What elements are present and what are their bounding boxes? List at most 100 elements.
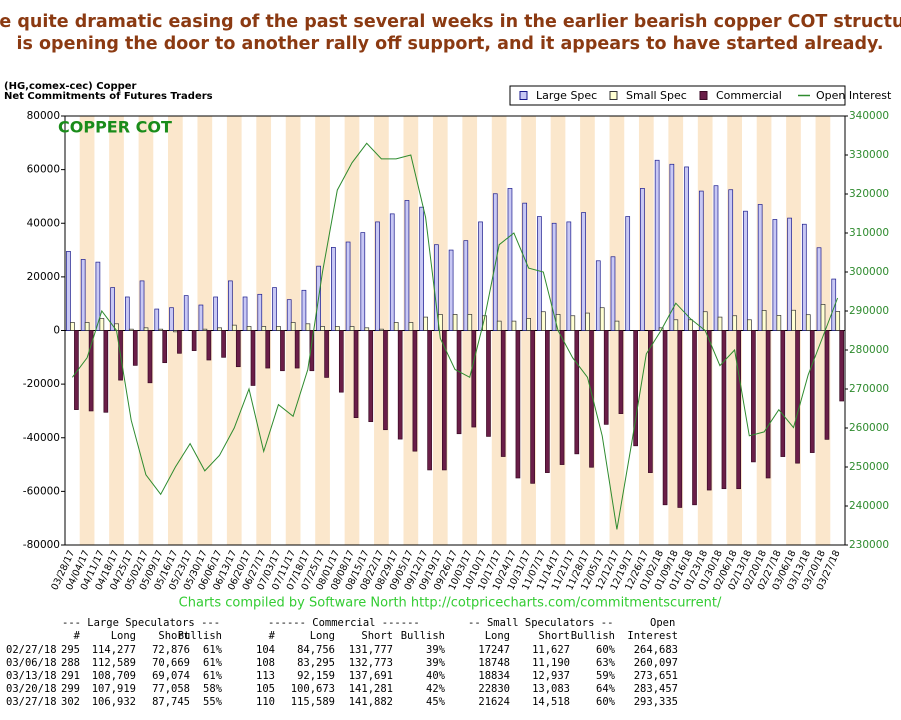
bar <box>191 330 197 351</box>
bar <box>702 311 708 331</box>
bar <box>331 247 336 331</box>
bar <box>566 221 572 331</box>
bar <box>423 316 428 331</box>
bar <box>824 330 830 440</box>
chart-title: (HG,comex-cec) Copper <box>4 81 137 92</box>
table-column-header: # <box>269 630 276 642</box>
y-tick-label: 0 <box>53 325 60 337</box>
legend-box <box>509 85 846 106</box>
annotation: COPPER COT <box>58 118 172 137</box>
legend-swatch <box>519 91 528 100</box>
table-cell: 291 <box>61 670 80 682</box>
bar <box>795 330 800 464</box>
bar <box>272 287 277 331</box>
table-cell: 264,683 <box>634 644 678 656</box>
table-cell: 107,919 <box>92 683 136 695</box>
legend-swatch <box>609 91 618 100</box>
y2-tick-label: 330000 <box>849 149 889 161</box>
bar <box>177 330 182 354</box>
table-cell: 63% <box>596 657 616 669</box>
table-cell: 132,773 <box>349 657 393 669</box>
table-cell: 114,277 <box>92 644 136 656</box>
table-cell: 104 <box>256 644 275 656</box>
bar <box>717 316 723 331</box>
chart-subtitle: Net Commitments of Futures Traders <box>4 91 213 102</box>
bar <box>599 307 605 331</box>
y-tick-label: -20000 <box>23 378 60 390</box>
table-column-header: Short <box>361 630 393 642</box>
bar <box>463 240 469 331</box>
table-cell: 61% <box>203 670 223 682</box>
y2-tick-label: 260000 <box>849 422 889 434</box>
bar <box>640 188 645 331</box>
bar <box>154 308 160 331</box>
bar <box>368 330 374 423</box>
bar <box>706 330 712 491</box>
y-tick-label: 60000 <box>27 164 60 176</box>
bar <box>713 185 719 331</box>
bar <box>515 330 521 479</box>
table-cell: 115,589 <box>291 696 335 708</box>
bar <box>486 330 491 437</box>
bar <box>294 330 300 369</box>
bar <box>541 311 546 331</box>
bar <box>404 200 410 331</box>
y-tick-label: -80000 <box>23 539 60 551</box>
bar <box>728 189 734 331</box>
table-cell: 299 <box>61 683 80 695</box>
bar <box>614 320 620 331</box>
bar <box>736 330 742 490</box>
line <box>72 142 839 530</box>
bar <box>345 241 351 331</box>
table-cell: 141,281 <box>349 683 393 695</box>
table-cell: 39% <box>426 657 446 669</box>
table-cell: 55% <box>203 696 223 708</box>
bar <box>595 260 601 331</box>
bar <box>772 219 778 331</box>
bar <box>603 330 609 425</box>
table-cell: 22830 <box>478 683 510 695</box>
table-cell: 137,691 <box>349 670 393 682</box>
bar <box>688 319 693 331</box>
table-cell: 83,295 <box>297 657 335 669</box>
bar <box>581 212 586 331</box>
bar <box>383 330 388 431</box>
table-column-header: # <box>74 630 81 642</box>
table-cell: 11,190 <box>532 657 570 669</box>
y-tick-label: 40000 <box>27 217 60 229</box>
table-cell: 45% <box>426 696 446 708</box>
table-cell: 42% <box>426 683 446 695</box>
bar <box>618 330 624 414</box>
bar <box>173 330 178 333</box>
bar <box>791 309 796 331</box>
bar <box>286 299 292 331</box>
bar <box>551 222 557 331</box>
bar <box>511 320 517 331</box>
table-cell: 110 <box>256 696 275 708</box>
bar <box>570 315 576 331</box>
bar <box>692 330 697 506</box>
bar <box>213 296 218 331</box>
bar <box>183 295 189 331</box>
headline: The quite dramatic easing of the past se… <box>0 12 901 32</box>
bar <box>95 261 101 331</box>
bar <box>80 259 86 331</box>
bar <box>761 310 767 331</box>
bar <box>555 314 561 331</box>
table-cell: 13,083 <box>532 683 570 695</box>
bar <box>684 166 689 331</box>
bar <box>545 330 550 473</box>
y-tick-label: -40000 <box>23 432 60 444</box>
table-cell: 69,074 <box>152 670 190 682</box>
bar <box>143 327 149 331</box>
bar <box>500 330 506 457</box>
table-column-header: Long <box>111 630 136 642</box>
bar <box>747 319 752 331</box>
bar <box>780 330 786 457</box>
table-cell: 11,627 <box>532 644 570 656</box>
bar <box>364 327 370 331</box>
bar <box>441 330 447 471</box>
bar <box>408 322 414 331</box>
bar <box>88 330 94 412</box>
